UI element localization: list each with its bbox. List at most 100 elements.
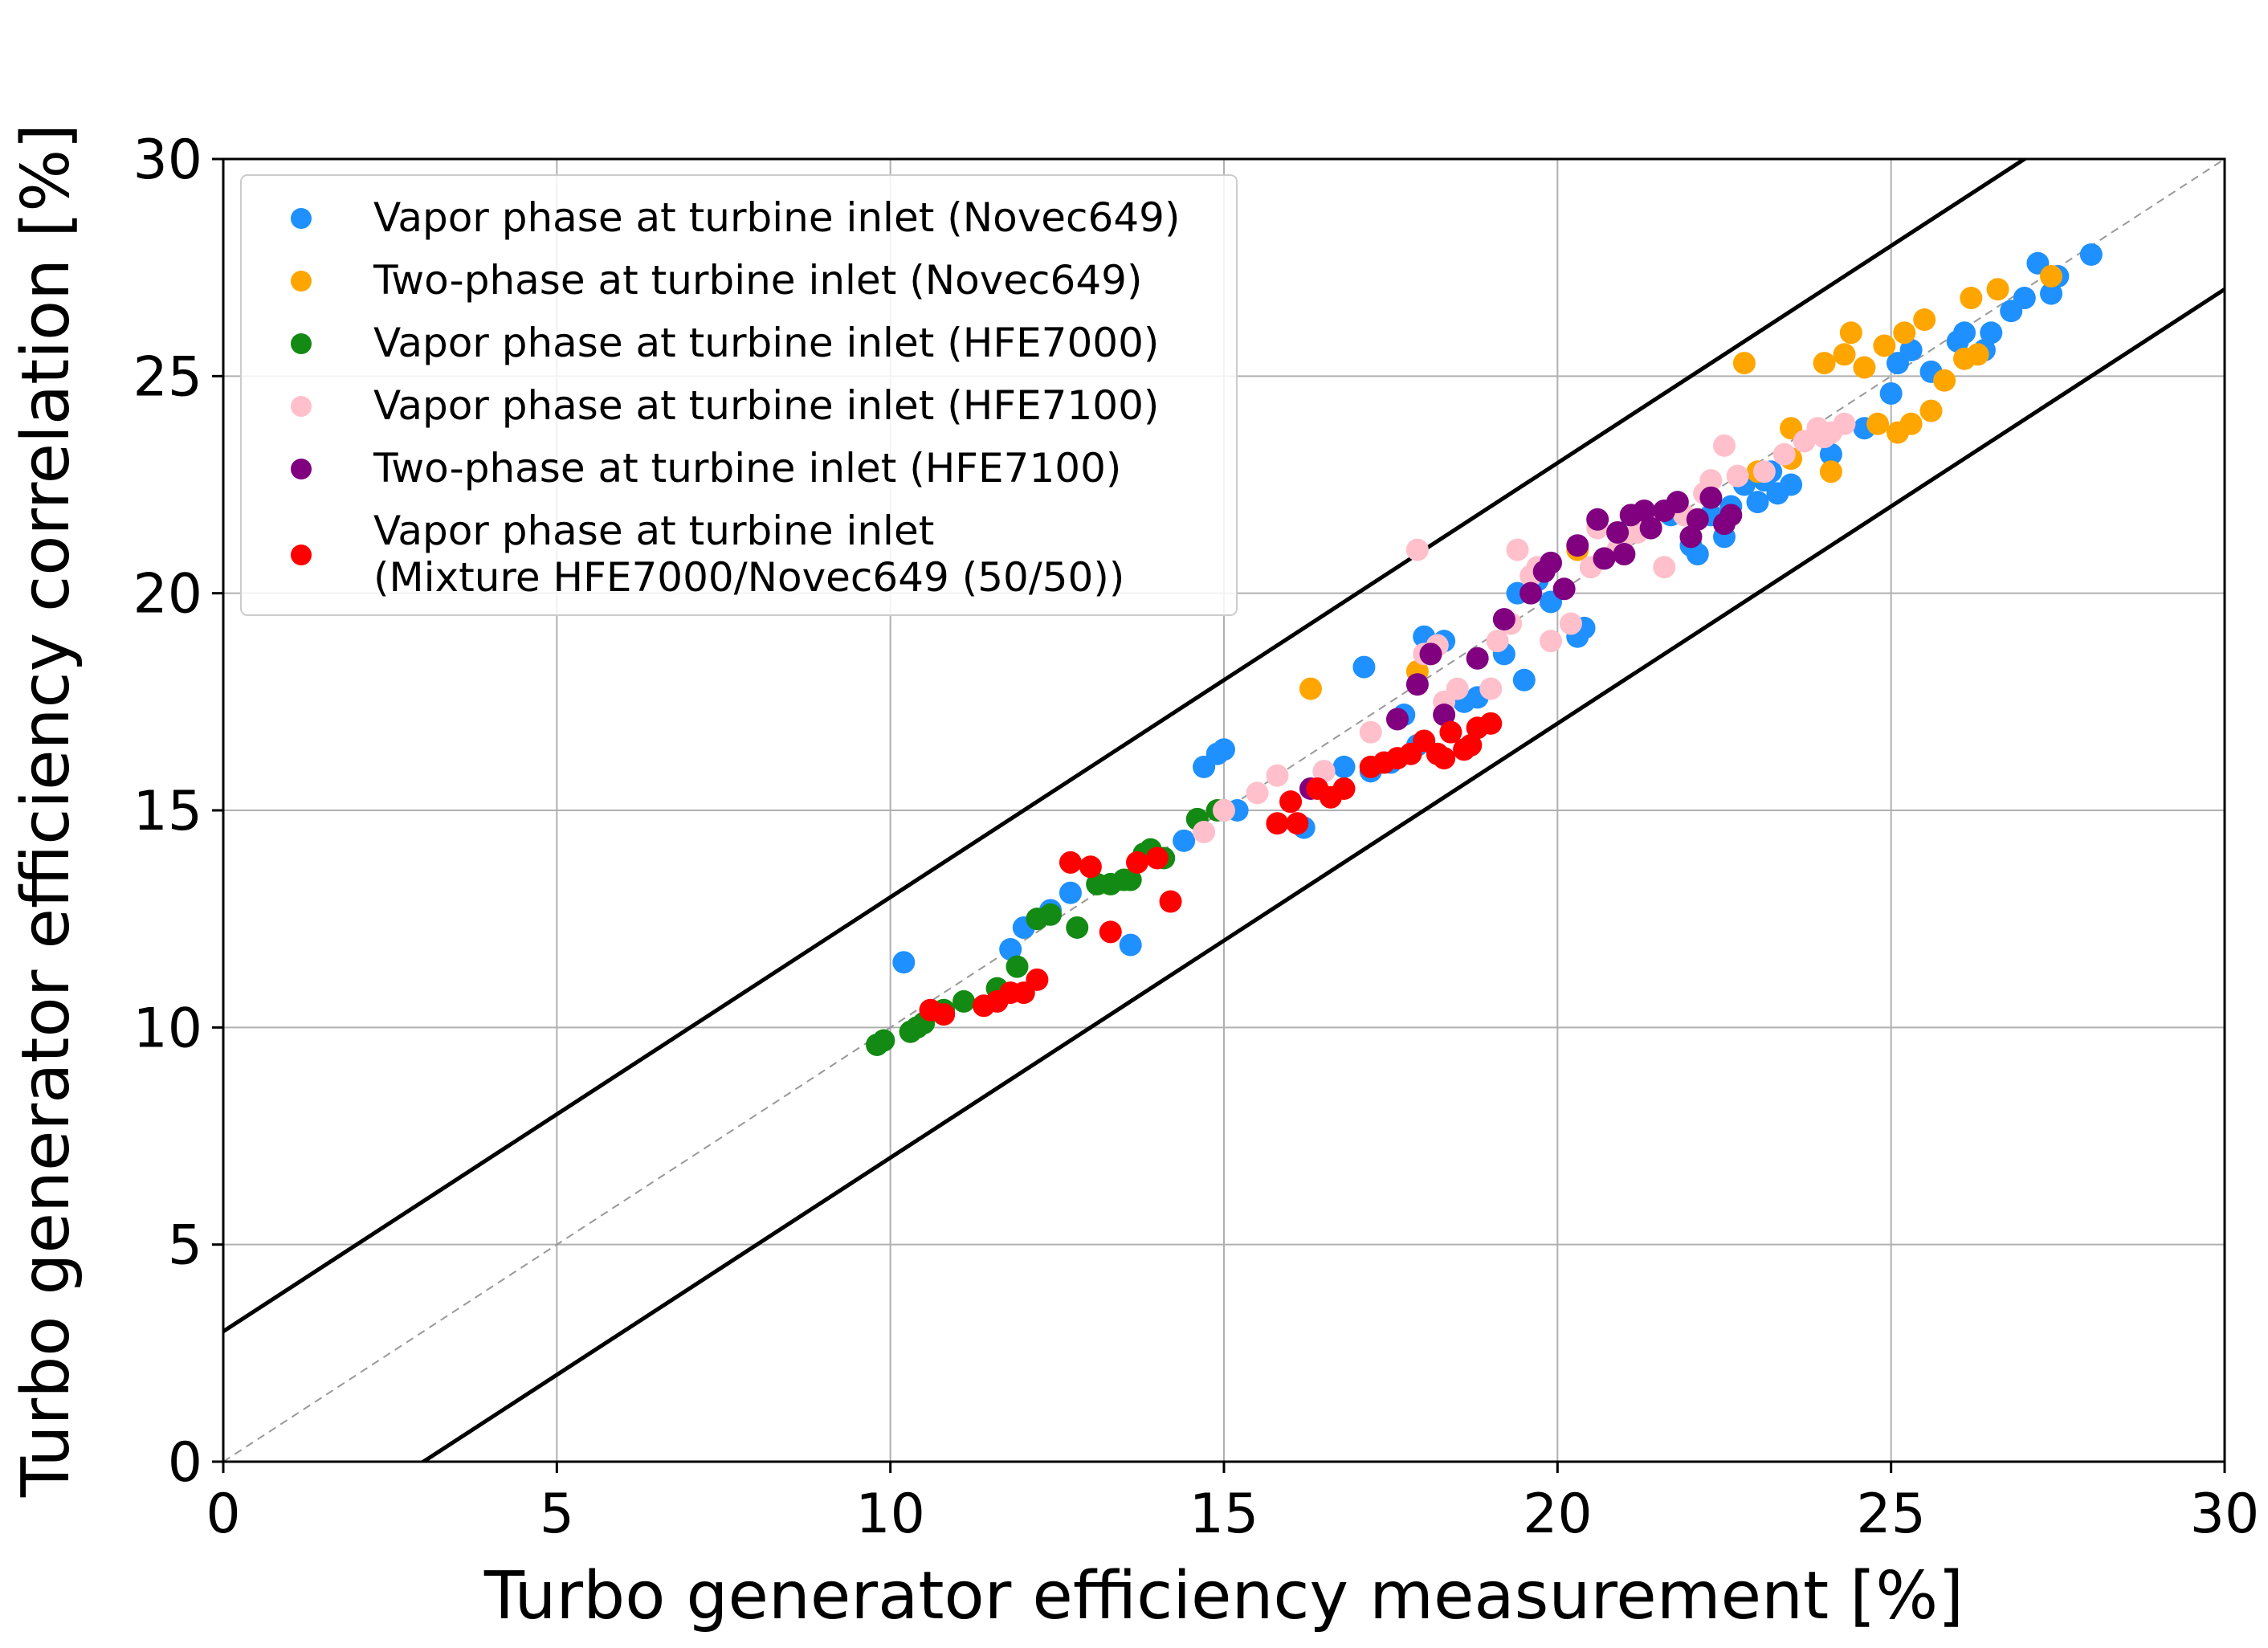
data-point	[1039, 903, 1063, 926]
data-point	[1145, 846, 1169, 870]
data-point	[1813, 426, 1836, 449]
data-point	[1833, 343, 1856, 366]
data-point	[1446, 677, 1469, 700]
legend-marker	[291, 396, 312, 417]
data-point	[1719, 504, 1743, 527]
data-point	[1953, 321, 1976, 345]
data-point	[1159, 890, 1182, 913]
legend-box	[240, 174, 1238, 616]
y-tick-label: 5	[168, 1214, 202, 1278]
y-axis-label: Turbo generator efficiency correlation […	[8, 124, 84, 1498]
data-point	[1713, 434, 1736, 457]
y-tick-label: 10	[133, 997, 202, 1060]
x-tick-label: 20	[1523, 1483, 1593, 1546]
data-point	[1913, 308, 1936, 332]
data-point	[1279, 790, 1303, 814]
legend-label: Vapor phase at turbine inlet (Novec649)	[373, 194, 1181, 241]
data-point	[2079, 243, 2103, 266]
legend-label: Vapor phase at turbine inlet (HFE7100)	[373, 382, 1159, 429]
legend-marker	[291, 208, 312, 229]
data-point	[1332, 777, 1356, 800]
data-point	[1173, 829, 1196, 852]
data-point	[1566, 534, 1589, 557]
data-point	[1099, 920, 1122, 944]
data-point	[1593, 547, 1616, 570]
data-point	[2013, 287, 2036, 310]
data-point	[1286, 812, 1309, 835]
data-point	[1980, 321, 2003, 345]
data-point	[1119, 933, 1142, 957]
data-point	[1312, 760, 1336, 783]
data-point	[1613, 543, 1636, 566]
y-tick-label: 30	[133, 128, 202, 192]
data-point	[1986, 278, 2009, 301]
data-point	[1866, 412, 1890, 435]
data-point	[999, 938, 1022, 961]
data-point	[1933, 369, 1956, 392]
x-tick-label: 5	[540, 1483, 574, 1546]
data-point	[1299, 677, 1322, 700]
data-points	[866, 243, 2103, 1056]
data-point	[1439, 720, 1462, 744]
data-point	[1540, 630, 1563, 653]
legend-label: Vapor phase at turbine inlet (Mixture HFE…	[373, 508, 1124, 601]
data-point	[1780, 473, 1803, 496]
data-point	[1813, 352, 1836, 375]
upper-bound-line	[223, 159, 2029, 1333]
data-point	[1839, 321, 1862, 345]
data-point	[1266, 764, 1289, 787]
data-point	[872, 1029, 895, 1052]
data-point	[1433, 747, 1456, 770]
data-point	[1486, 630, 1509, 653]
data-point	[1479, 677, 1503, 700]
data-point	[1699, 486, 1723, 509]
x-tick-label: 0	[206, 1483, 240, 1546]
legend-marker	[291, 333, 312, 354]
legend: Vapor phase at turbine inlet (Novec649) T…	[240, 174, 1238, 616]
series-5	[919, 712, 1503, 1026]
data-point	[1433, 704, 1456, 727]
axis-ticks: 0 5 10 15 20 25 30 0 5 10 15 20 25 30	[133, 128, 2259, 1546]
data-point	[1853, 356, 1876, 379]
data-point	[1026, 968, 1049, 991]
data-point	[1966, 343, 1989, 366]
data-point	[1213, 738, 1235, 761]
data-point	[892, 951, 916, 974]
data-point	[1506, 538, 1529, 561]
data-point	[1405, 538, 1429, 561]
data-point	[1519, 581, 1543, 605]
data-point	[932, 1003, 956, 1026]
data-point	[1633, 499, 1656, 522]
data-point	[1066, 916, 1089, 939]
data-point	[1266, 812, 1289, 835]
data-point	[1819, 443, 1842, 466]
data-point	[1606, 520, 1630, 544]
data-point	[2040, 264, 2063, 288]
data-point	[1385, 708, 1409, 731]
data-point	[1679, 525, 1703, 549]
data-point	[1686, 543, 1709, 566]
legend-label: Vapor phase at turbine inlet (HFE7000)	[373, 320, 1159, 366]
data-point	[1126, 851, 1149, 874]
data-point	[1752, 460, 1776, 483]
data-point	[1879, 381, 1903, 405]
data-point	[1559, 612, 1582, 635]
data-point	[1466, 647, 1489, 670]
data-point	[1726, 464, 1749, 487]
data-point	[1332, 755, 1356, 778]
data-point	[1459, 733, 1483, 757]
y-tick-label: 15	[133, 780, 202, 843]
legend-marker	[291, 271, 312, 292]
data-point	[1732, 352, 1756, 375]
y-tick-label: 0	[168, 1431, 202, 1495]
data-point	[952, 989, 976, 1013]
data-point	[1006, 955, 1029, 978]
data-point	[1919, 399, 1943, 422]
lower-bound-line	[419, 288, 2225, 1462]
x-tick-label: 30	[2190, 1483, 2260, 1546]
data-point	[1686, 508, 1709, 531]
data-point	[1653, 556, 1676, 579]
data-point	[1492, 608, 1515, 631]
data-point	[1873, 334, 1896, 357]
